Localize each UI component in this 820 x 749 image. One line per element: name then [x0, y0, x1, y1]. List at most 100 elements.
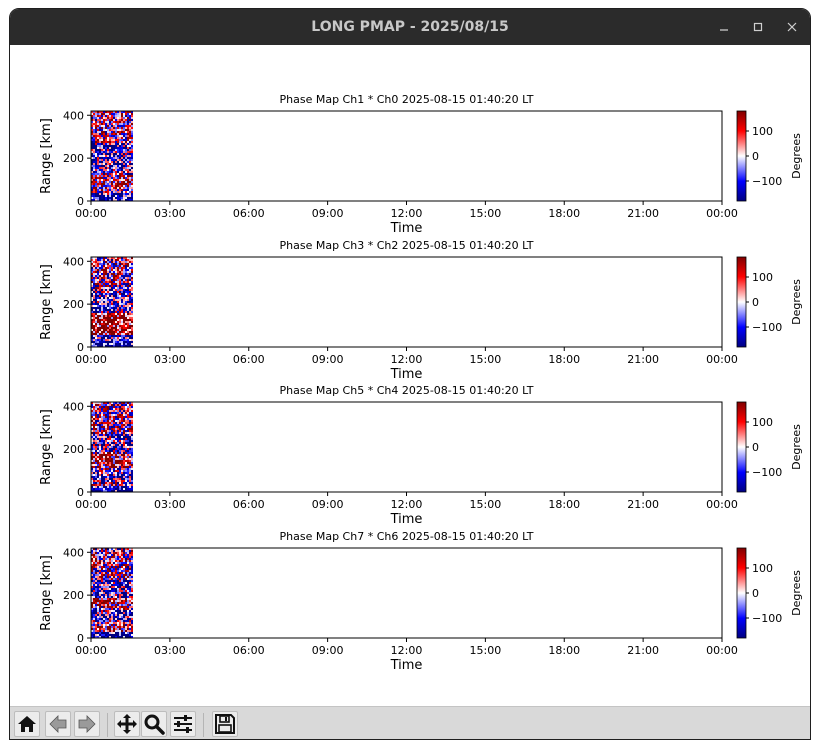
- x-axis-label: Time: [390, 367, 423, 382]
- colorbar-tick-label: 100: [752, 125, 773, 138]
- heatmap: [91, 548, 133, 638]
- colorbar-tick-label: 0: [752, 587, 759, 600]
- colorbar-label: Degrees: [790, 424, 803, 470]
- navigation-toolbar: [10, 706, 810, 739]
- y-axis-label: Range [km]: [39, 118, 54, 194]
- x-tick-label: 00:00: [706, 353, 738, 366]
- figure-canvas[interactable]: Phase Map Ch1 * Ch0 2025-08-15 01:40:20 …: [10, 45, 810, 706]
- subplot-3[interactable]: Phase Map Ch5 * Ch4 2025-08-15 01:40:20 …: [39, 384, 803, 527]
- y-tick-label: 400: [63, 400, 84, 413]
- colorbar-label: Degrees: [790, 279, 803, 325]
- close-button[interactable]: [775, 9, 809, 45]
- x-axis-label: Time: [390, 658, 423, 673]
- move-icon: [117, 714, 137, 734]
- x-tick-label: 00:00: [75, 498, 107, 511]
- colorbar: [736, 110, 747, 202]
- x-tick-label: 15:00: [470, 498, 502, 511]
- x-tick-label: 15:00: [470, 207, 502, 220]
- x-tick-label: 21:00: [627, 207, 659, 220]
- y-axis-label: Range [km]: [39, 555, 54, 631]
- y-tick-label: 0: [77, 632, 84, 645]
- x-tick-label: 12:00: [391, 498, 423, 511]
- configure-subplots-button[interactable]: [170, 711, 196, 737]
- x-tick-label: 18:00: [548, 644, 580, 657]
- colorbar-tick-label: −100: [752, 612, 782, 625]
- x-tick-label: 03:00: [154, 353, 186, 366]
- magnifier-icon: [144, 714, 165, 735]
- colorbar-label: Degrees: [790, 133, 803, 179]
- heatmap: [91, 111, 133, 201]
- maximize-icon: [753, 22, 763, 31]
- zoom-button[interactable]: [141, 711, 167, 737]
- heatmap: [91, 257, 133, 347]
- x-tick-label: 15:00: [470, 644, 502, 657]
- colorbar-tick-label: −100: [752, 321, 782, 334]
- toolbar-separator: [203, 713, 204, 737]
- x-tick-label: 21:00: [627, 353, 659, 366]
- floppy-disk-icon: [215, 714, 235, 734]
- x-tick-label: 18:00: [548, 353, 580, 366]
- colorbar-tick-label: 100: [752, 271, 773, 284]
- colorbar-tick-label: 0: [752, 296, 759, 309]
- x-tick-label: 09:00: [312, 498, 344, 511]
- x-tick-label: 03:00: [154, 498, 186, 511]
- axes-frame: [90, 547, 723, 639]
- subplot-4[interactable]: Phase Map Ch7 * Ch6 2025-08-15 01:40:20 …: [39, 530, 803, 673]
- colorbar: [736, 547, 747, 639]
- forward-button[interactable]: [74, 711, 100, 737]
- x-tick-label: 12:00: [391, 207, 423, 220]
- back-button[interactable]: [45, 711, 71, 737]
- x-tick-label: 00:00: [706, 498, 738, 511]
- x-tick-label: 21:00: [627, 644, 659, 657]
- x-tick-label: 18:00: [548, 207, 580, 220]
- x-tick-label: 09:00: [312, 207, 344, 220]
- close-icon: [787, 22, 797, 31]
- maximize-button[interactable]: [741, 9, 775, 45]
- y-tick-label: 200: [63, 589, 84, 602]
- x-tick-label: 00:00: [75, 207, 107, 220]
- window-title: LONG PMAP - 2025/08/15: [311, 19, 509, 35]
- subplot-1[interactable]: Phase Map Ch1 * Ch0 2025-08-15 01:40:20 …: [39, 93, 803, 236]
- x-tick-label: 00:00: [706, 644, 738, 657]
- y-tick-label: 400: [63, 546, 84, 559]
- y-axis-label: Range [km]: [39, 409, 54, 485]
- x-tick-label: 09:00: [312, 644, 344, 657]
- title-bar[interactable]: LONG PMAP - 2025/08/15: [10, 9, 810, 45]
- x-tick-label: 12:00: [391, 644, 423, 657]
- arrow-right-icon: [78, 715, 96, 733]
- x-tick-label: 03:00: [154, 644, 186, 657]
- x-tick-label: 12:00: [391, 353, 423, 366]
- subplot-2[interactable]: Phase Map Ch3 * Ch2 2025-08-15 01:40:20 …: [39, 239, 803, 382]
- colorbar-tick-label: −100: [752, 175, 782, 188]
- minimize-icon: [720, 28, 728, 31]
- arrow-left-icon: [49, 715, 67, 733]
- colorbar: [736, 401, 747, 493]
- colorbar-tick-label: 100: [752, 562, 773, 575]
- x-tick-label: 18:00: [548, 498, 580, 511]
- subplot-title: Phase Map Ch3 * Ch2 2025-08-15 01:40:20 …: [280, 239, 534, 252]
- pan-button[interactable]: [114, 711, 140, 737]
- colorbar-tick-label: 0: [752, 441, 759, 454]
- colorbar-tick-label: 0: [752, 150, 759, 163]
- save-button[interactable]: [212, 711, 238, 737]
- colorbar: [736, 256, 747, 348]
- toolbar-separator: [107, 713, 108, 737]
- y-tick-label: 200: [63, 152, 84, 165]
- axes-frame: [90, 401, 723, 493]
- y-tick-label: 0: [77, 341, 84, 354]
- colorbar-label: Degrees: [790, 570, 803, 616]
- home-icon: [18, 716, 36, 732]
- x-tick-label: 00:00: [706, 207, 738, 220]
- axes-frame: [90, 256, 723, 348]
- x-tick-label: 03:00: [154, 207, 186, 220]
- home-button[interactable]: [14, 711, 40, 737]
- x-tick-label: 06:00: [233, 353, 265, 366]
- y-tick-label: 0: [77, 195, 84, 208]
- x-tick-label: 06:00: [233, 207, 265, 220]
- minimize-button[interactable]: [707, 9, 741, 45]
- x-axis-label: Time: [390, 512, 423, 527]
- colorbar-tick-label: 100: [752, 416, 773, 429]
- x-tick-label: 15:00: [470, 353, 502, 366]
- app-window: LONG PMAP - 2025/08/15 Phase Map Ch1 * C…: [9, 8, 811, 740]
- x-tick-label: 00:00: [75, 353, 107, 366]
